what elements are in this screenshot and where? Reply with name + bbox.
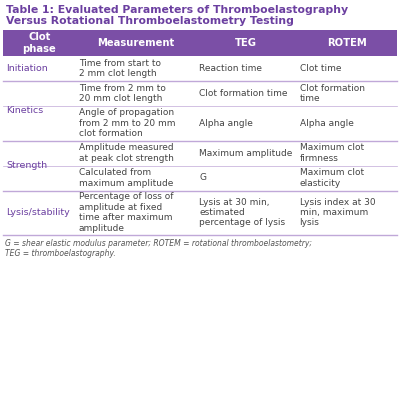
Text: Angle of propagation
from 2 mm to 20 mm
clot formation: Angle of propagation from 2 mm to 20 mm …: [79, 108, 175, 138]
Text: Maximum amplitude: Maximum amplitude: [199, 148, 292, 158]
Text: Maximum clot
firmness: Maximum clot firmness: [300, 143, 364, 163]
Bar: [3, 30, 397, 56]
Text: Lysis/stability: Lysis/stability: [6, 208, 70, 217]
Text: Lysis at 30 min,
estimated
percentage of lysis: Lysis at 30 min, estimated percentage of…: [199, 198, 285, 227]
Text: G = shear elastic modulus parameter; ROTEM = rotational thromboelastometry;: G = shear elastic modulus parameter; ROT…: [5, 240, 312, 248]
Text: Strength: Strength: [6, 161, 47, 170]
Text: Alpha angle: Alpha angle: [199, 119, 253, 128]
Text: Clot formation
time: Clot formation time: [300, 84, 364, 103]
Text: G: G: [199, 174, 206, 182]
Text: Clot
phase: Clot phase: [22, 32, 56, 54]
Text: Clot time: Clot time: [300, 64, 341, 73]
Text: Calculated from
maximum amplitude: Calculated from maximum amplitude: [79, 168, 173, 188]
Text: TEG: TEG: [235, 38, 257, 48]
Text: Versus Rotational Thromboelastometry Testing: Versus Rotational Thromboelastometry Tes…: [6, 16, 294, 26]
Text: Amplitude measured
at peak clot strength: Amplitude measured at peak clot strength: [79, 143, 174, 163]
Text: Time from 2 mm to
20 mm clot length: Time from 2 mm to 20 mm clot length: [79, 84, 166, 103]
Text: Table 1: Evaluated Parameters of Thromboelastography: Table 1: Evaluated Parameters of Thrombo…: [6, 5, 348, 15]
Text: Initiation: Initiation: [6, 64, 48, 73]
Text: TEG = thromboelastography.: TEG = thromboelastography.: [5, 248, 116, 258]
Text: Clot formation time: Clot formation time: [199, 89, 288, 98]
Text: Time from start to
2 mm clot length: Time from start to 2 mm clot length: [79, 59, 161, 78]
Text: Maximum clot
elasticity: Maximum clot elasticity: [300, 168, 364, 188]
Text: Kinetics: Kinetics: [6, 106, 43, 115]
Text: Reaction time: Reaction time: [199, 64, 262, 73]
Text: Alpha angle: Alpha angle: [300, 119, 354, 128]
Text: Measurement: Measurement: [97, 38, 174, 48]
Text: Lysis index at 30
min, maximum
lysis: Lysis index at 30 min, maximum lysis: [300, 198, 375, 227]
Text: Percentage of loss of
amplitude at fixed
time after maximum
amplitude: Percentage of loss of amplitude at fixed…: [79, 192, 173, 232]
Text: ROTEM: ROTEM: [327, 38, 367, 48]
